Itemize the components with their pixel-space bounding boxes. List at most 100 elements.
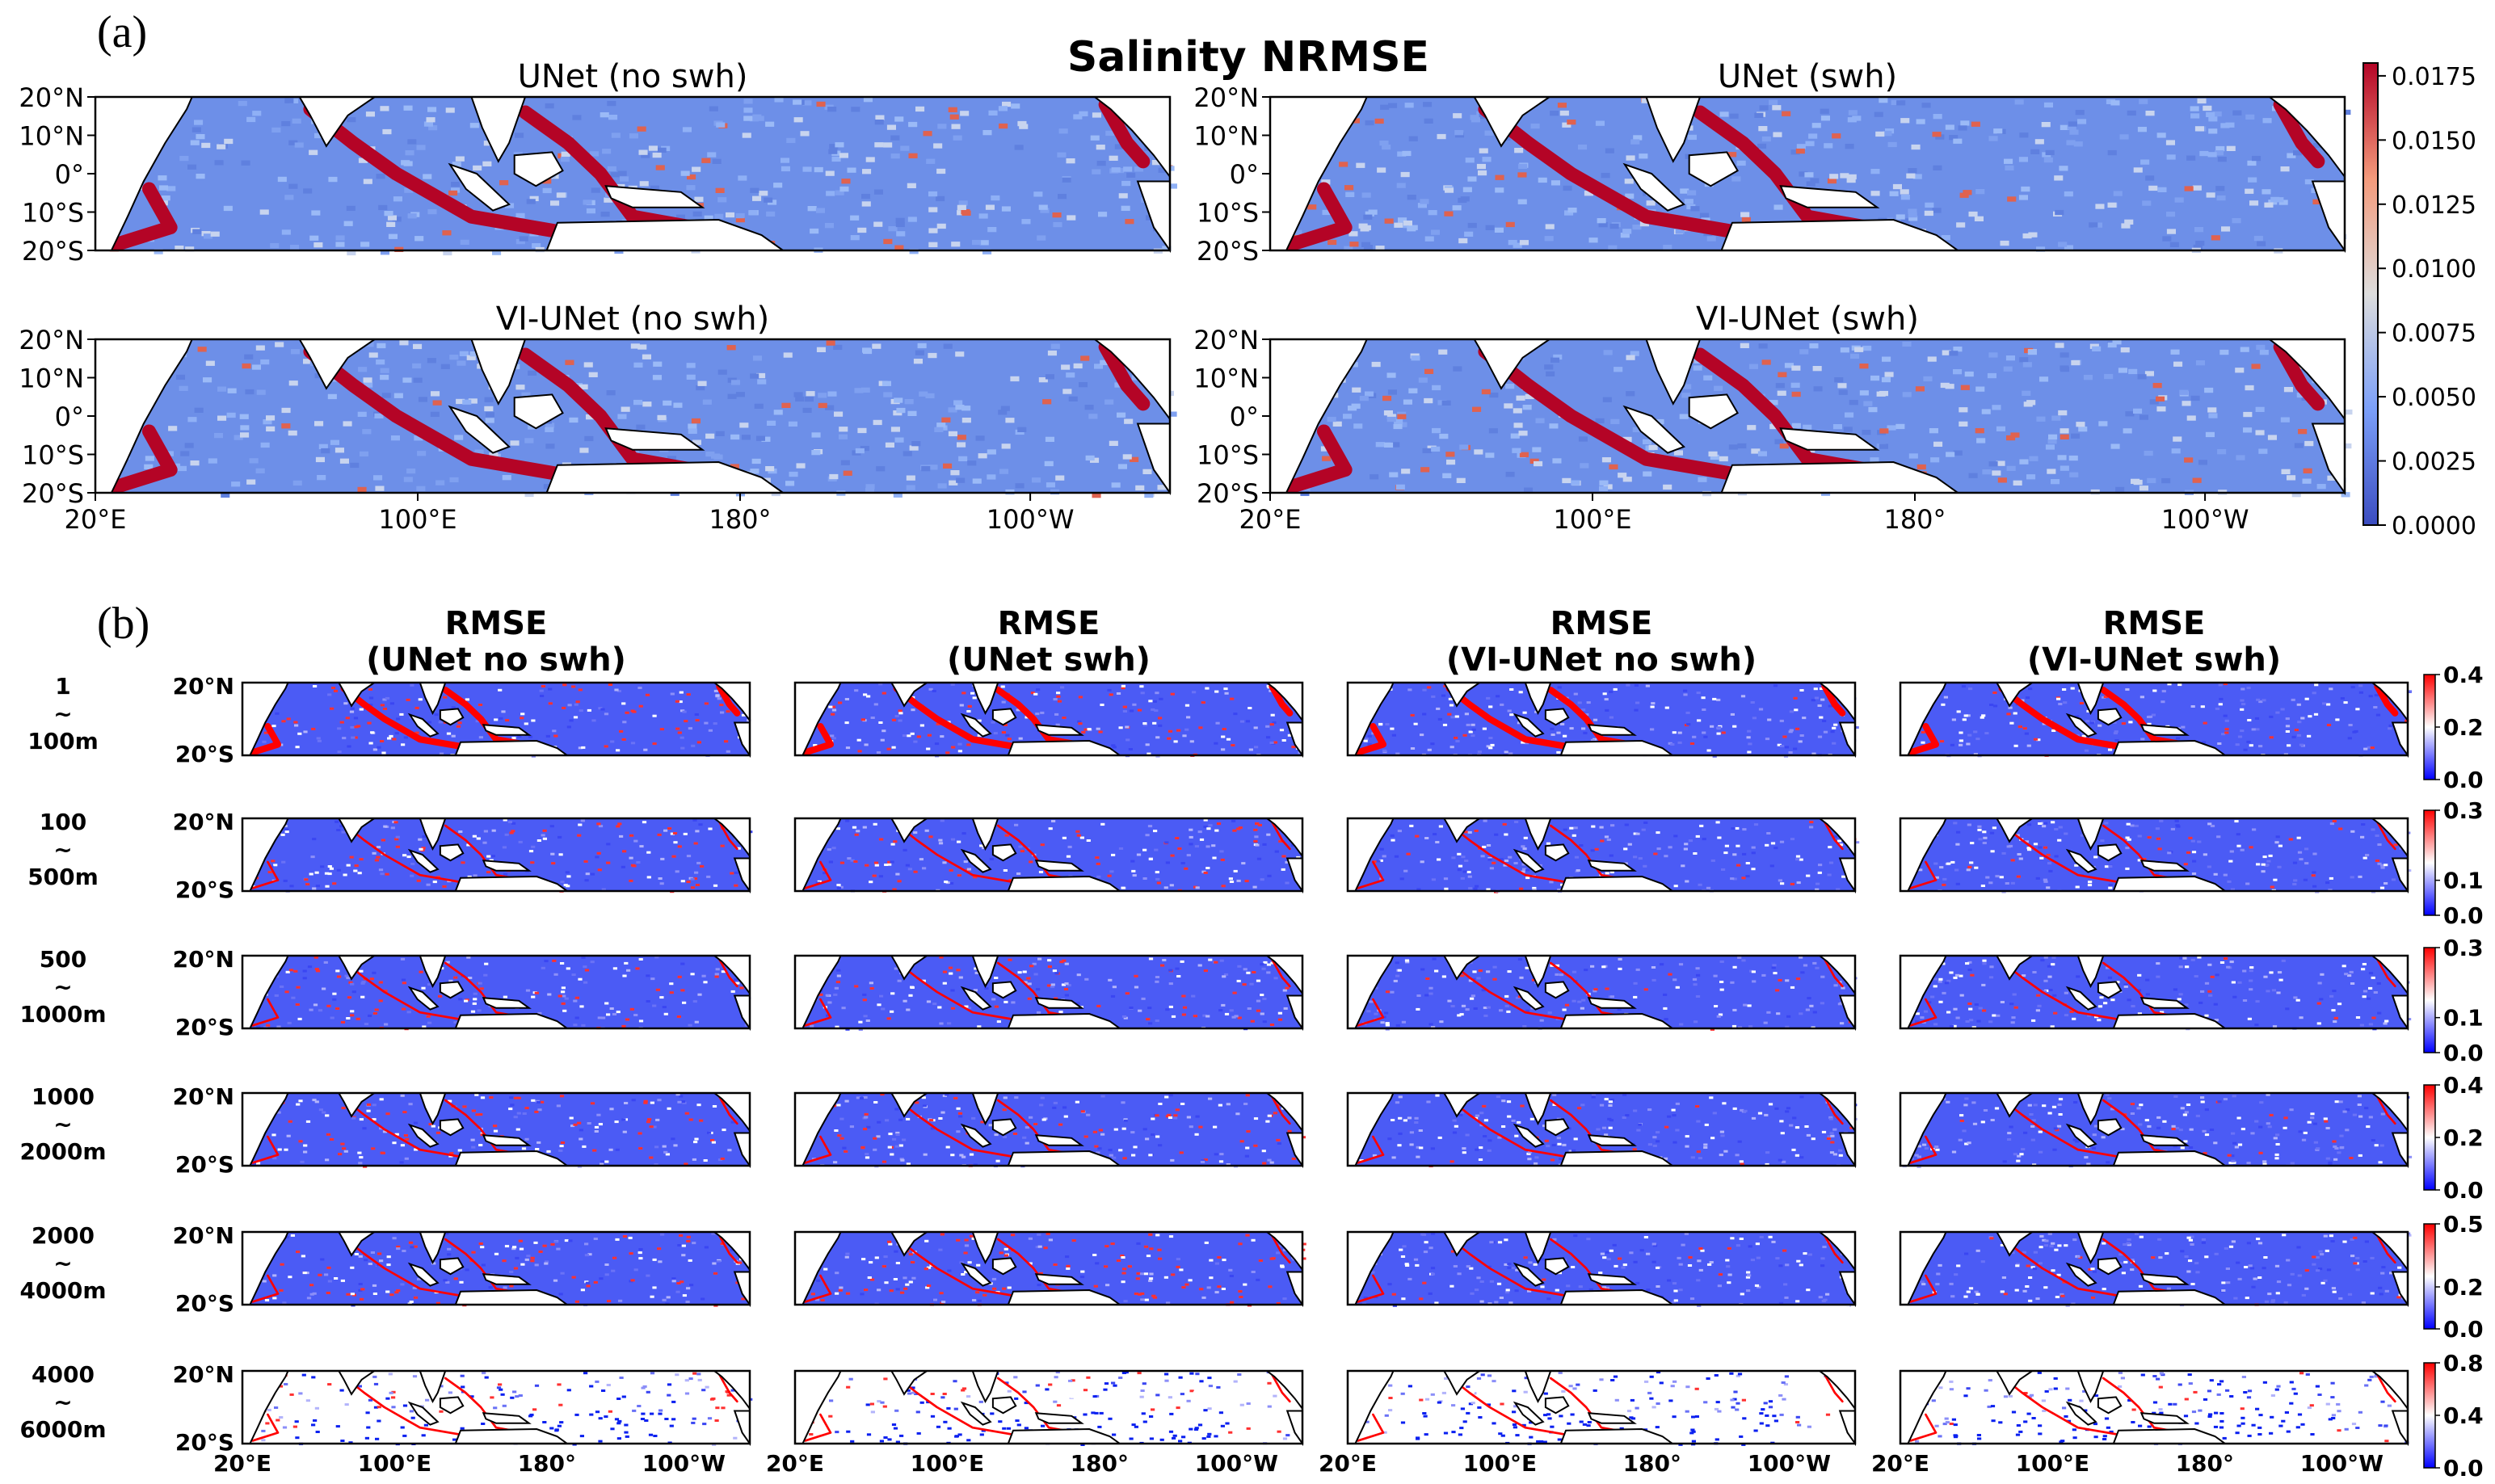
map-pixel [449,477,459,483]
map-pixel [2088,881,2093,884]
rmse-colorbar [2423,809,2436,916]
map-pixel [1478,969,1483,973]
map-pixel [1606,839,1611,841]
map-pixel [1056,692,1061,695]
map-pixel [636,861,641,864]
map-pixel [841,179,851,184]
map-pixel [2367,997,2371,1000]
map-pixel [1266,684,1271,687]
map-pixel [303,188,313,194]
map-pixel [1915,1012,1920,1015]
map-pixel [2240,699,2245,702]
map-pixel [862,998,867,1002]
map-pixel [615,1148,620,1151]
map-pixel [592,1149,597,1152]
map-pixel [616,1011,621,1014]
map-pixel [652,714,657,717]
map-pixel [548,702,553,705]
map-pixel [715,187,725,193]
map-pixel [376,846,381,849]
map-pixel [609,1108,614,1111]
map-pixel [2252,155,2261,162]
y-tick-label: 0° [55,159,84,190]
map-pixel [1189,740,1194,743]
map-pixel [590,151,600,157]
map-pixel [940,1111,945,1114]
map-pixel [735,212,745,219]
map-pixel [379,1098,384,1101]
map-pixel [1703,375,1713,380]
map-pixel [1930,457,1940,463]
map-pixel [662,1145,667,1148]
map-pixel [553,734,558,738]
map-pixel [1223,973,1229,976]
map-pixel [917,343,927,349]
land-mass [2065,848,2097,873]
map-pixel [638,958,643,961]
map-pixel [1123,166,1133,172]
map-pixel [1690,206,1700,212]
map-pixel [353,717,359,720]
map-pixel [2297,721,2302,724]
map-pixel [1252,971,1256,973]
map-pixel [2051,821,2055,824]
map-pixel [2017,725,2022,729]
map-pixel [581,1024,586,1027]
map-pixel [1117,464,1127,469]
map-pixel [1622,436,1632,443]
map-pixel [486,871,491,874]
map-pixel [288,140,298,145]
map-pixel [878,683,883,686]
map-pixel [865,484,875,490]
land-mass [991,708,1017,726]
map-pixel [1062,389,1072,394]
land-mass [2139,724,2190,736]
map-pixel [636,424,646,430]
map-pixel [346,205,356,212]
map-pixel [1141,997,1146,1000]
map-pixel [2093,222,2103,228]
map-pixel [2245,114,2255,120]
map-pixel [334,820,339,823]
map-pixel [1580,1007,1584,1010]
map-pixel [1098,212,1108,217]
map-pixel [2379,886,2385,889]
map-pixel [891,718,897,721]
map-pixel [1018,737,1023,740]
map-pixel [294,724,299,727]
map-pixel [1488,428,1498,434]
map-pixel [1401,1020,1406,1024]
map-pixel [1191,994,1196,998]
map-pixel [1562,477,1571,484]
map-pixel [376,359,385,365]
map-pixel [2035,877,2040,880]
map-pixel [2210,975,2215,978]
map-pixel [414,731,419,734]
map-pixel [1250,1019,1255,1023]
map-pixel [1751,448,1761,454]
map-pixel [534,1110,539,1113]
map-pixel [1061,983,1067,986]
map-pixel [950,1007,956,1010]
map-pixel [1016,708,1020,712]
map-pixel [1054,713,1059,716]
map-pixel [2226,965,2231,969]
map-pixel [1769,400,1778,406]
map-pixel [1684,199,1693,204]
map-pixel [2203,853,2207,856]
map-pixel [1499,1009,1504,1012]
map-pixel [1040,208,1050,213]
map-pixel [578,688,583,692]
map-pixel [449,1152,454,1155]
map-pixel [1953,138,1963,144]
map-pixel [1728,444,1738,450]
map-pixel [1663,484,1672,490]
map-pixel [342,737,347,740]
map-pixel [802,166,812,172]
map-pixel [1900,118,1910,124]
map-pixel [840,460,850,465]
map-pixel [1785,979,1790,982]
coastal-error [717,1095,738,1125]
map-pixel [240,432,250,438]
map-pixel [1809,1004,1814,1007]
